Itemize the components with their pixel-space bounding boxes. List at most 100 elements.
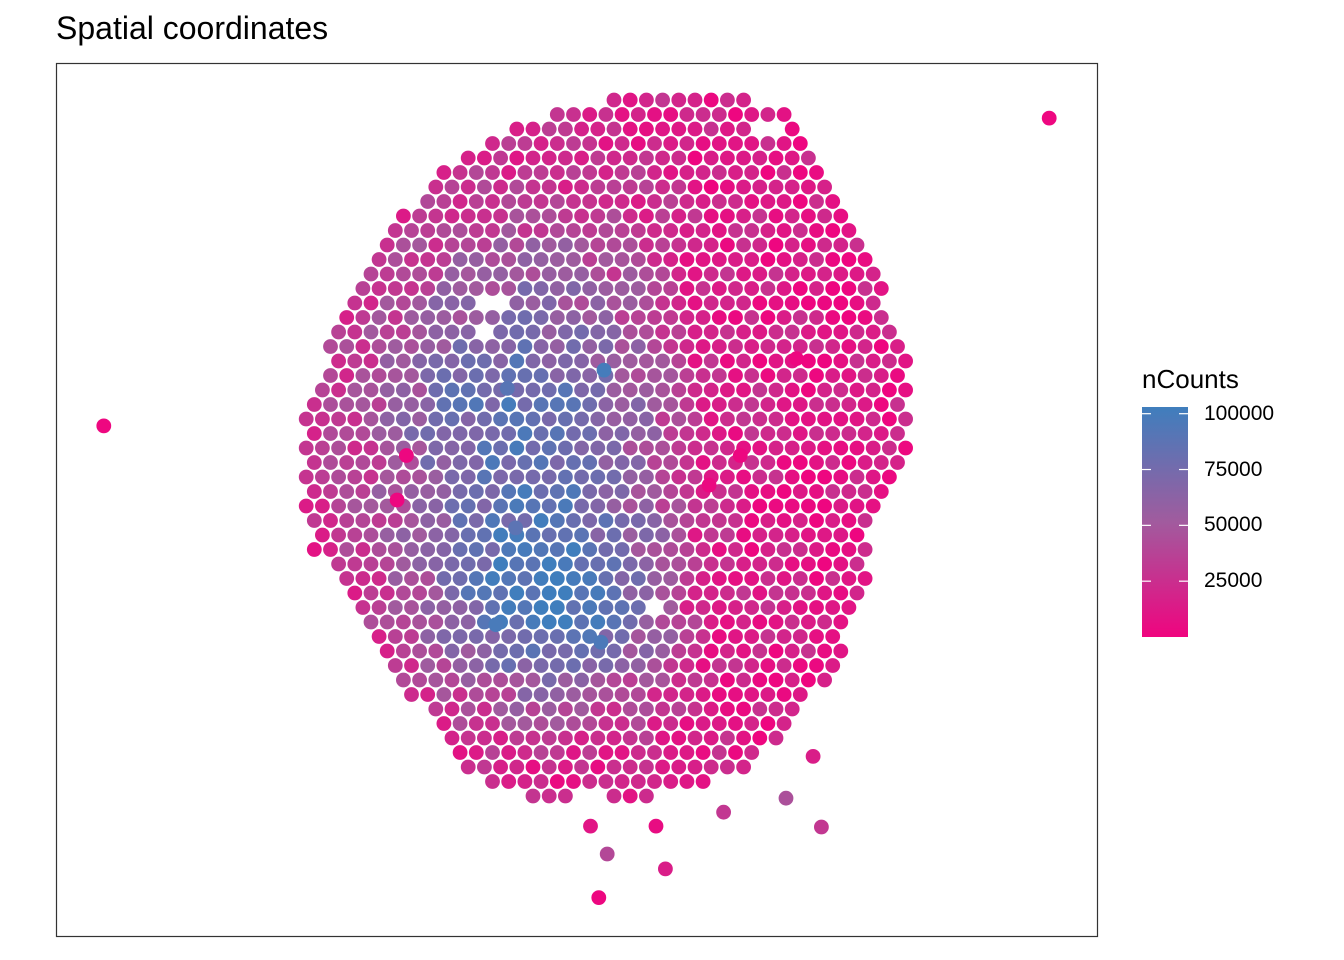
spot bbox=[323, 484, 338, 499]
spot bbox=[784, 498, 800, 514]
spot bbox=[566, 542, 581, 557]
spot bbox=[549, 397, 565, 412]
spot bbox=[768, 295, 784, 311]
spot bbox=[452, 368, 468, 383]
spot bbox=[501, 571, 517, 586]
spot bbox=[671, 730, 687, 746]
spot bbox=[792, 397, 808, 412]
spot bbox=[598, 571, 614, 586]
spot bbox=[566, 165, 581, 180]
spot bbox=[639, 585, 654, 601]
spot bbox=[655, 353, 670, 369]
spot bbox=[549, 629, 565, 644]
spot bbox=[485, 339, 500, 354]
spot bbox=[801, 498, 816, 514]
spot bbox=[865, 266, 881, 282]
spot bbox=[873, 310, 889, 325]
spot bbox=[541, 556, 557, 572]
spot bbox=[792, 658, 808, 673]
spot bbox=[485, 397, 500, 412]
spot bbox=[695, 513, 711, 528]
spot bbox=[525, 614, 541, 630]
spot bbox=[809, 281, 824, 296]
spot bbox=[396, 411, 411, 427]
spot bbox=[379, 440, 395, 456]
spot bbox=[420, 571, 436, 586]
spot bbox=[566, 745, 581, 760]
spot bbox=[566, 339, 581, 354]
spot bbox=[574, 672, 589, 688]
spot bbox=[792, 513, 808, 528]
spot bbox=[444, 266, 460, 282]
spot bbox=[671, 672, 687, 688]
spot bbox=[720, 440, 735, 456]
spot bbox=[420, 339, 436, 354]
spot bbox=[801, 353, 816, 369]
spot bbox=[687, 759, 703, 775]
spot bbox=[525, 237, 541, 253]
spot bbox=[630, 339, 646, 354]
spot bbox=[882, 440, 897, 456]
spot bbox=[558, 295, 573, 311]
spot bbox=[331, 353, 346, 369]
spot bbox=[468, 455, 484, 470]
spot bbox=[655, 556, 670, 572]
spot bbox=[517, 571, 533, 586]
spot bbox=[452, 629, 468, 644]
spot bbox=[509, 266, 525, 282]
spot bbox=[752, 672, 768, 688]
spot bbox=[509, 353, 525, 369]
spot bbox=[452, 600, 468, 615]
spot bbox=[306, 455, 322, 470]
spot bbox=[647, 107, 662, 122]
spot bbox=[606, 295, 622, 311]
spot bbox=[387, 629, 403, 644]
spot bbox=[622, 440, 638, 456]
spot bbox=[752, 179, 768, 195]
spot bbox=[687, 382, 703, 398]
spot bbox=[404, 542, 419, 557]
spot bbox=[768, 324, 784, 340]
spot bbox=[549, 223, 565, 238]
spot bbox=[436, 542, 452, 557]
spot bbox=[549, 716, 565, 731]
spot bbox=[825, 223, 841, 238]
spot bbox=[671, 382, 687, 398]
legend-tick-label: 50000 bbox=[1204, 513, 1263, 537]
spot bbox=[582, 745, 598, 760]
spot bbox=[558, 411, 573, 427]
spot bbox=[655, 266, 670, 282]
spot bbox=[614, 368, 630, 383]
spot bbox=[404, 281, 419, 296]
spot bbox=[711, 513, 727, 528]
spot bbox=[833, 440, 849, 456]
spot bbox=[574, 150, 589, 166]
spot bbox=[630, 542, 646, 557]
spot bbox=[703, 614, 719, 630]
spot bbox=[663, 165, 679, 180]
spot bbox=[630, 165, 646, 180]
spot bbox=[598, 397, 614, 412]
spot bbox=[841, 310, 857, 325]
spot bbox=[849, 556, 865, 572]
spot bbox=[711, 426, 727, 441]
spot bbox=[695, 136, 711, 151]
spot bbox=[703, 266, 719, 282]
spot bbox=[493, 237, 508, 253]
spot bbox=[720, 179, 735, 195]
spot bbox=[849, 527, 865, 543]
spot bbox=[703, 237, 719, 253]
spot bbox=[436, 368, 452, 383]
spot bbox=[533, 484, 549, 499]
spot bbox=[801, 295, 816, 311]
spot bbox=[355, 571, 371, 586]
spot bbox=[736, 237, 751, 253]
spot bbox=[485, 687, 500, 702]
spot bbox=[420, 194, 436, 209]
spot bbox=[379, 295, 395, 311]
spot bbox=[371, 397, 387, 412]
spot bbox=[825, 658, 841, 673]
spot bbox=[460, 585, 476, 601]
spot bbox=[428, 672, 444, 688]
spot bbox=[687, 121, 703, 137]
